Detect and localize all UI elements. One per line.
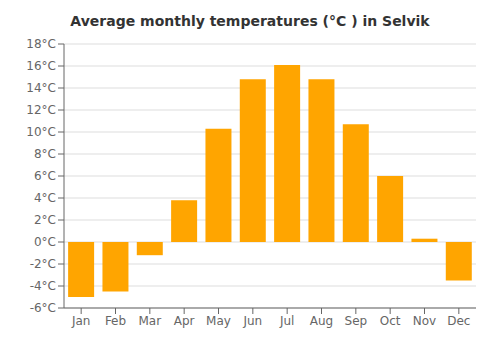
svg-text:0°C: 0°C	[34, 235, 56, 249]
svg-text:Jul: Jul	[279, 314, 294, 328]
svg-text:May: May	[206, 314, 231, 328]
svg-text:2°C: 2°C	[34, 213, 56, 227]
svg-text:Nov: Nov	[413, 314, 436, 328]
svg-text:-6°C: -6°C	[30, 301, 56, 315]
svg-text:Oct: Oct	[380, 314, 401, 328]
html-text:Average monthly temperatures (: Average monthly temperatures (°C ) in Se…	[70, 13, 430, 29]
svg-text:4°C: 4°C	[34, 191, 56, 205]
svg-text:16°C: 16°C	[26, 59, 56, 73]
svg-text:10°C: 10°C	[26, 125, 56, 139]
svg-text:-2°C: -2°C	[30, 257, 56, 271]
svg-text:Mar: Mar	[139, 314, 162, 328]
svg-text:Feb: Feb	[105, 314, 126, 328]
svg-text:6°C: 6°C	[34, 169, 56, 183]
svg-text:Jan: Jan	[71, 314, 91, 328]
svg-text:Apr: Apr	[174, 314, 195, 328]
svg-text:Aug: Aug	[310, 314, 333, 328]
svg-text:18°C: 18°C	[26, 37, 56, 51]
svg-text:Dec: Dec	[447, 314, 470, 328]
svg-text:12°C: 12°C	[26, 103, 56, 117]
svg-text:14°C: 14°C	[26, 81, 56, 95]
svg-text:Jun: Jun	[242, 314, 262, 328]
svg-text:-4°C: -4°C	[30, 279, 56, 293]
svg-text:Sep: Sep	[345, 314, 368, 328]
svg-text:8°C: 8°C	[34, 147, 56, 161]
